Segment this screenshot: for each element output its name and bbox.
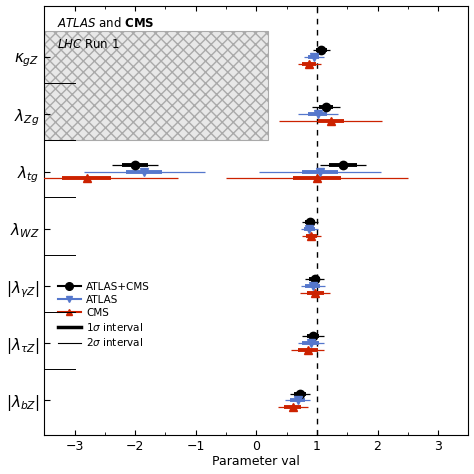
Bar — [44, 31, 268, 140]
Text: $\mathit{LHC}$ Run 1: $\mathit{LHC}$ Run 1 — [57, 38, 119, 51]
X-axis label: Parameter val: Parameter val — [212, 456, 301, 468]
Legend: ATLAS+CMS, ATLAS, CMS, 1$\sigma$ interval, 2$\sigma$ interval: ATLAS+CMS, ATLAS, CMS, 1$\sigma$ interva… — [54, 277, 154, 352]
Text: $\mathit{ATLAS}$ and $\mathbf{CMS}$: $\mathit{ATLAS}$ and $\mathbf{CMS}$ — [57, 16, 155, 30]
